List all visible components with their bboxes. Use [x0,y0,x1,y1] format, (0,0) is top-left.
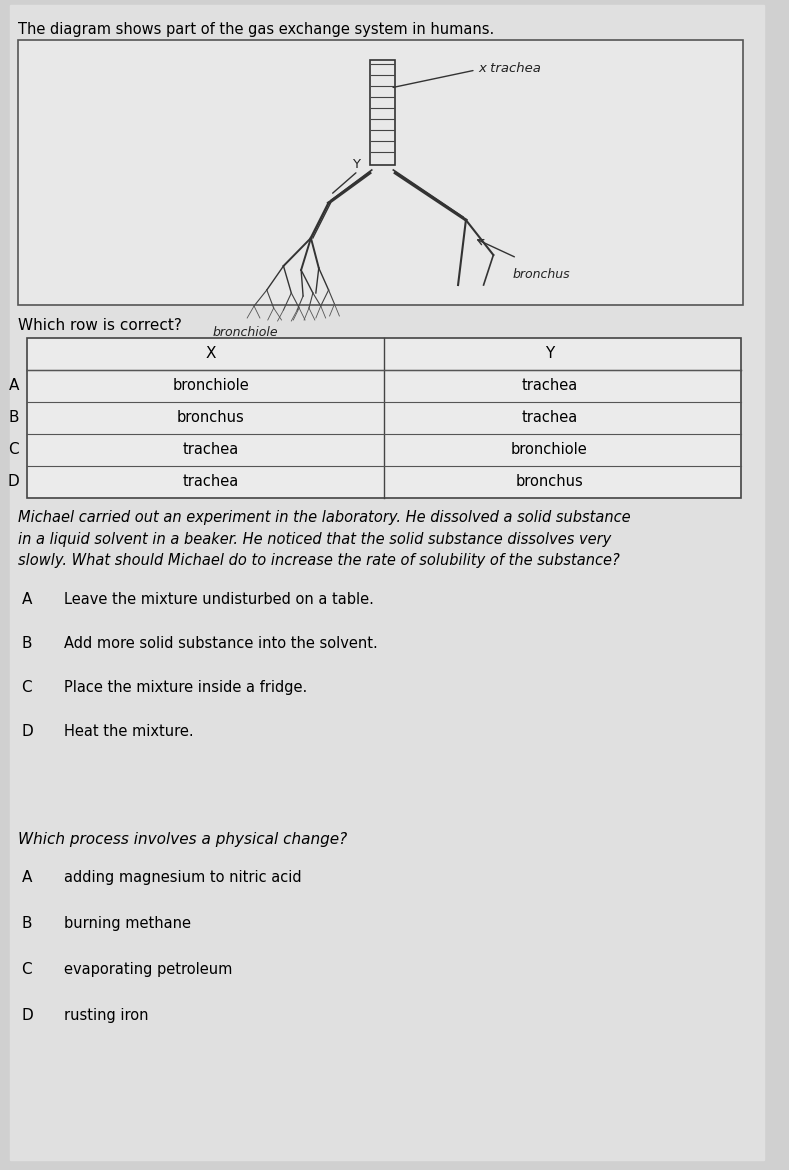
Text: trachea: trachea [183,442,239,457]
Text: Which row is correct?: Which row is correct? [17,318,181,333]
Text: D: D [8,475,20,489]
Text: A: A [21,870,32,885]
Text: X: X [206,346,216,362]
Bar [370,60,395,165]
Text: bronchus: bronchus [513,268,570,281]
Text: Michael carried out an experiment in the laboratory. He dissolved a solid substa: Michael carried out an experiment in the… [17,510,630,569]
Text: C: C [9,442,19,457]
Text: Y: Y [352,158,360,172]
Text: D: D [21,724,33,739]
Text: The diagram shows part of the gas exchange system in humans.: The diagram shows part of the gas exchan… [17,22,494,37]
Bar [17,40,743,305]
Text: C: C [21,962,32,977]
Text: A: A [21,592,32,607]
Text: D: D [21,1009,33,1023]
Text: B: B [21,636,32,651]
Text: bronchus: bronchus [515,475,583,489]
Bar [28,338,741,498]
Text: trachea: trachea [522,379,578,393]
Text: bronchus: bronchus [177,411,245,426]
Text: B: B [9,411,19,426]
Text: C: C [21,680,32,695]
Text: bronchiole: bronchiole [511,442,588,457]
Text: Place the mixture inside a fridge.: Place the mixture inside a fridge. [64,680,307,695]
Text: bronchiole: bronchiole [173,379,249,393]
Text: B: B [21,916,32,931]
Text: Y: Y [544,346,554,362]
Text: bronchiole: bronchiole [213,326,279,339]
Text: Leave the mixture undisturbed on a table.: Leave the mixture undisturbed on a table… [64,592,374,607]
Text: adding magnesium to nitric acid: adding magnesium to nitric acid [64,870,301,885]
Text: Heat the mixture.: Heat the mixture. [64,724,193,739]
Text: trachea: trachea [183,475,239,489]
Text: evaporating petroleum: evaporating petroleum [64,962,232,977]
Text: rusting iron: rusting iron [64,1009,148,1023]
Text: A: A [9,379,19,393]
Text: burning methane: burning methane [64,916,191,931]
Text: x trachea: x trachea [479,62,541,75]
Text: trachea: trachea [522,411,578,426]
Text: Which process involves a physical change?: Which process involves a physical change… [17,832,347,847]
Text: Add more solid substance into the solvent.: Add more solid substance into the solven… [64,636,377,651]
